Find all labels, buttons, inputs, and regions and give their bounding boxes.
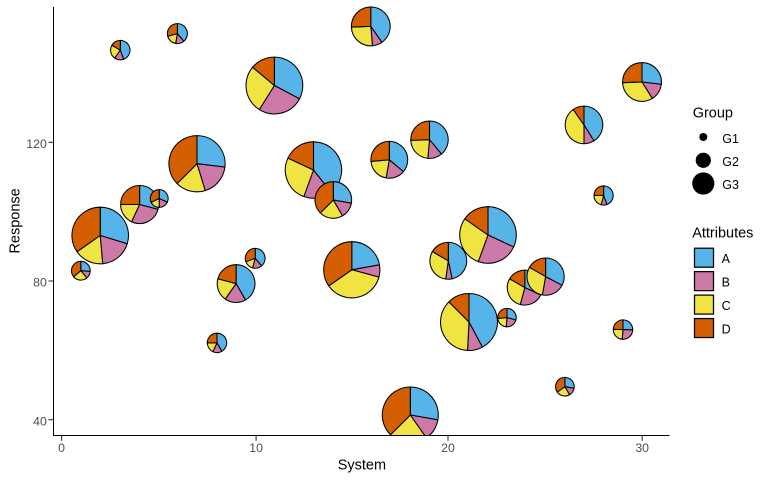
svg-text:A: A bbox=[722, 252, 731, 266]
svg-text:G3: G3 bbox=[722, 178, 739, 192]
svg-text:120: 120 bbox=[26, 137, 47, 151]
svg-text:G1: G1 bbox=[722, 132, 739, 146]
svg-text:30: 30 bbox=[635, 441, 649, 455]
svg-text:Group: Group bbox=[693, 105, 733, 121]
svg-text:G2: G2 bbox=[722, 155, 739, 169]
svg-text:D: D bbox=[722, 322, 731, 336]
svg-text:Attributes: Attributes bbox=[692, 225, 753, 241]
svg-text:10: 10 bbox=[249, 441, 263, 455]
svg-text:80: 80 bbox=[33, 276, 47, 290]
svg-text:0: 0 bbox=[58, 441, 65, 455]
svg-text:System: System bbox=[338, 458, 386, 474]
svg-text:C: C bbox=[722, 299, 731, 313]
svg-text:40: 40 bbox=[33, 414, 47, 428]
svg-text:B: B bbox=[722, 275, 730, 289]
svg-text:Response: Response bbox=[7, 188, 23, 253]
svg-text:20: 20 bbox=[441, 441, 455, 455]
